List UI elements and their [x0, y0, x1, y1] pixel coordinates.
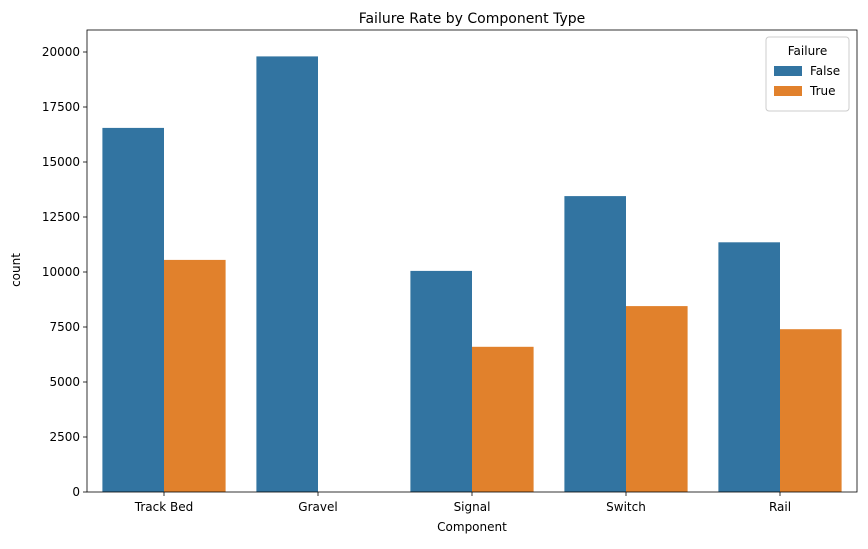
y-tick-label: 20000 — [42, 45, 80, 59]
bar-false-rail — [718, 242, 780, 492]
legend-title: Failure — [788, 44, 827, 58]
y-axis-label: count — [9, 253, 23, 287]
x-tick-label: Gravel — [298, 500, 337, 514]
bar-false-gravel — [256, 56, 318, 493]
x-axis-label: Component — [437, 520, 507, 534]
y-tick-label: 17500 — [42, 100, 80, 114]
x-tick-label: Rail — [769, 500, 791, 514]
bar-true-signal — [472, 346, 534, 492]
bar-true-switch — [626, 306, 688, 492]
bar-false-switch — [564, 196, 626, 492]
legend-swatch-false — [774, 66, 802, 76]
y-tick-label: 7500 — [49, 320, 80, 334]
legend-label-true: True — [809, 84, 836, 98]
bar-true-rail — [780, 329, 842, 492]
bar-false-signal — [410, 270, 472, 492]
bar-true-track-bed — [164, 259, 226, 492]
y-tick-label: 2500 — [49, 430, 80, 444]
y-tick-label: 0 — [72, 485, 80, 499]
legend-swatch-true — [774, 86, 802, 96]
plot-area: 0 2500 5000 7500 10000 12500 15000 17500 20000 Tr… — [42, 29, 858, 514]
chart-title: Failure Rate by Component Type — [359, 11, 586, 27]
y-tick-label: 10000 — [42, 265, 80, 279]
y-tick-label: 5000 — [49, 375, 80, 389]
y-tick-label: 15000 — [42, 155, 80, 169]
x-tick-label: Track Bed — [134, 500, 193, 514]
x-tick-label: Switch — [606, 500, 646, 514]
x-tick-label: Signal — [454, 500, 491, 514]
legend: Failure False True — [765, 36, 850, 112]
y-tick-label: 12500 — [42, 210, 80, 224]
bar-false-track-bed — [102, 127, 164, 493]
legend-label-false: False — [810, 64, 840, 78]
